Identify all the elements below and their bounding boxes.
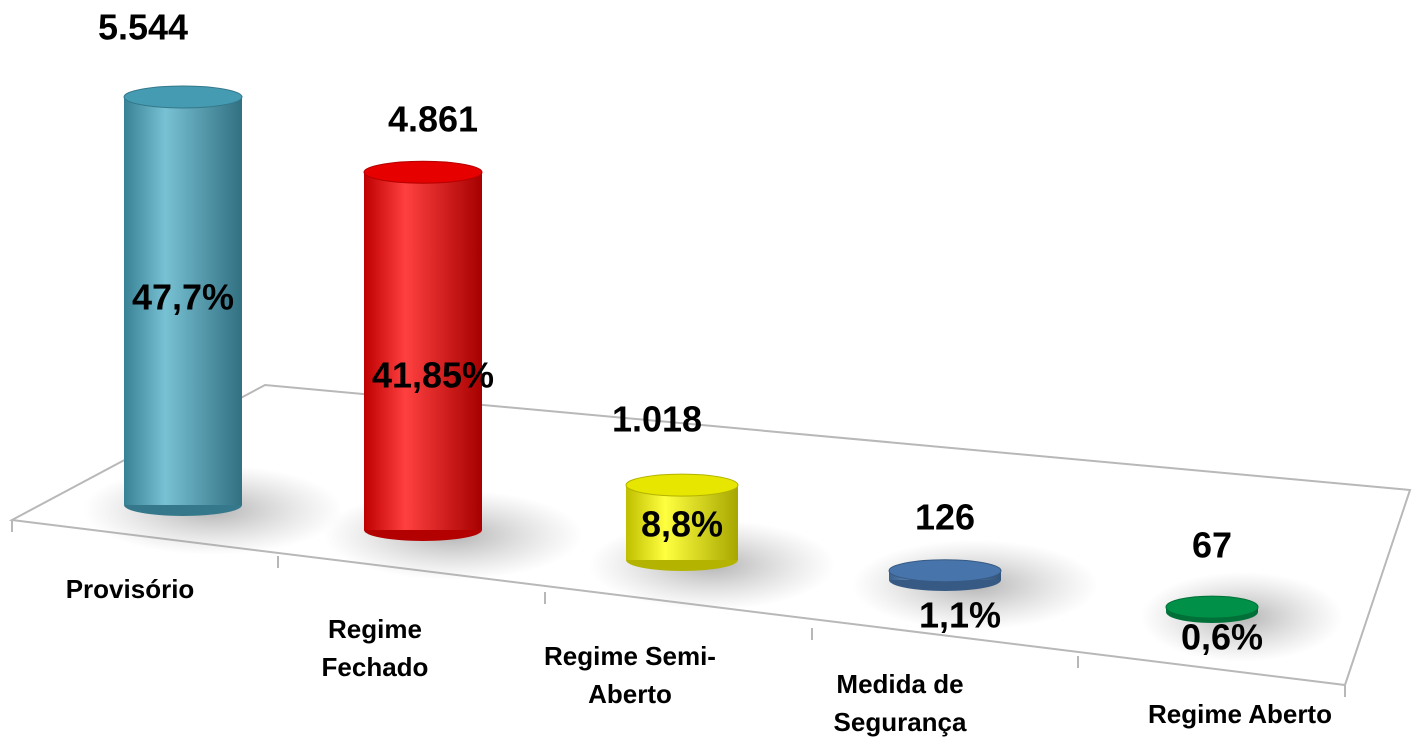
bar-top [625,473,739,497]
value-label: 5.544 [98,7,188,48]
category-label: Medida de Segurança [833,669,967,737]
bar [626,485,738,560]
percent-label: 1,1% [919,595,1001,636]
percent-label: 41,85% [372,355,494,396]
bar [364,172,482,530]
bar [124,97,242,505]
value-label: 126 [915,497,975,538]
percent-label: 0,6% [1181,617,1263,658]
category-label: Regime Semi-Aberto [544,641,716,709]
category-label: Regime Fechado [321,614,429,682]
bar-top [1165,595,1259,619]
bar-top [888,559,1002,583]
category-label: Regime Aberto [1148,699,1332,729]
percent-label: 47,7% [132,277,234,318]
value-label: 67 [1192,525,1232,566]
value-label: 4.861 [388,99,478,140]
percent-label: 8,8% [641,504,723,545]
category-label: Provisório [65,574,195,604]
bar-top [363,160,483,184]
bar-top [123,85,243,109]
value-label: 1.018 [612,399,702,440]
floor-ticks [11,520,1346,697]
